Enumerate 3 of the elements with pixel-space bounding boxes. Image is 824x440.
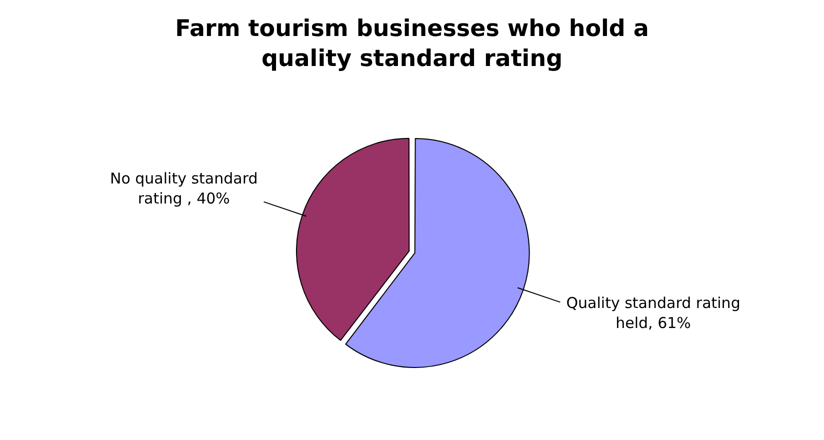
chart-title: Farm tourism businesses who hold a quality standard rating [174,15,650,74]
slice-label: No quality standard rating , 40% [110,170,258,208]
slice-label: Quality standard rating held, 61% [566,294,740,332]
